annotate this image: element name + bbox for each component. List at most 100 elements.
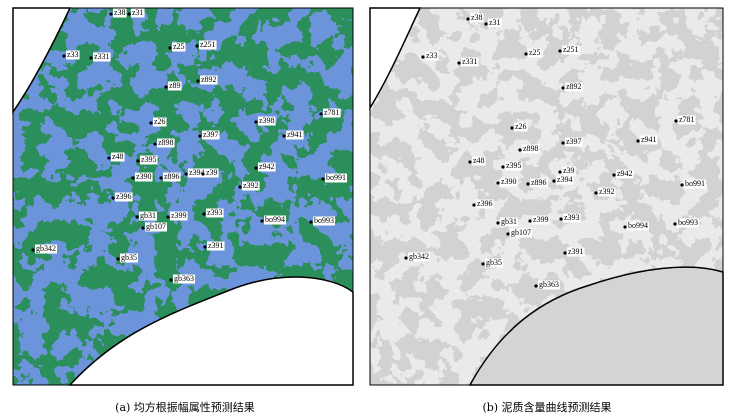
well-label-bg xyxy=(677,218,699,228)
well-label-bg xyxy=(173,274,195,284)
well-label-bg xyxy=(172,42,186,52)
well-label-bg xyxy=(200,75,218,85)
well-label: z896 xyxy=(531,178,547,187)
well: z392 xyxy=(238,181,260,191)
well-label-bg xyxy=(510,228,532,238)
well-dot xyxy=(594,191,598,195)
well-dot xyxy=(496,181,500,185)
well: z31 xyxy=(484,18,502,28)
well-label-bg xyxy=(500,217,518,227)
well-dot xyxy=(131,176,135,180)
well: z392 xyxy=(594,187,616,197)
well-dot xyxy=(674,119,678,123)
well-label: z25 xyxy=(529,48,541,57)
well-dot xyxy=(612,173,616,177)
well-label: z941 xyxy=(641,135,657,144)
well-label: z390 xyxy=(501,177,517,186)
well-dot xyxy=(198,134,202,138)
well-label: z331 xyxy=(94,52,110,61)
well-label-bg xyxy=(205,168,219,178)
well: gb35 xyxy=(481,258,503,268)
well-dot xyxy=(309,220,313,224)
well-label: gb342 xyxy=(409,252,429,261)
well-label-bg xyxy=(157,138,175,148)
well-dot xyxy=(559,217,563,221)
well-label: z395 xyxy=(141,155,157,164)
well-dot xyxy=(254,120,258,124)
well-label: z942 xyxy=(617,169,633,178)
well-label: gb363 xyxy=(539,280,559,289)
well: z397 xyxy=(198,130,220,140)
well-dot xyxy=(472,203,476,207)
well-label: bo994 xyxy=(265,215,285,224)
well-label-bg xyxy=(202,130,220,140)
well-label-bg xyxy=(476,199,494,209)
well-label: z48 xyxy=(112,152,124,161)
well: z942 xyxy=(254,162,276,172)
well-dot xyxy=(141,226,145,230)
panel-b-map xyxy=(369,7,724,386)
well-dot xyxy=(116,257,120,261)
well-label: z33 xyxy=(67,50,79,59)
well: z397 xyxy=(561,137,583,147)
well: z892 xyxy=(561,82,583,92)
well-dot xyxy=(184,172,188,176)
well-label-bg xyxy=(505,161,523,171)
well-label-bg xyxy=(530,178,548,188)
well-label: z393 xyxy=(564,213,580,222)
well-dot xyxy=(107,156,111,160)
well-label-bg xyxy=(120,253,138,263)
well-dot xyxy=(518,148,522,152)
well-label-bg xyxy=(598,187,616,197)
well: gb35 xyxy=(116,253,138,263)
well-dot xyxy=(468,160,472,164)
well-label: gb363 xyxy=(174,274,194,283)
well: z393 xyxy=(202,208,224,218)
well: z39 xyxy=(201,168,219,178)
well-label-bg xyxy=(678,115,696,125)
well-label-bg xyxy=(565,137,583,147)
well-dot xyxy=(552,179,556,183)
well-dot xyxy=(528,219,532,223)
well: z393 xyxy=(559,213,581,223)
well: z896 xyxy=(159,172,181,182)
well: z25 xyxy=(168,42,186,52)
well: gb31 xyxy=(496,217,518,227)
well-label: z26 xyxy=(154,117,166,126)
well-label: z781 xyxy=(679,115,695,124)
well-label-bg xyxy=(168,81,182,91)
well-label: gb31 xyxy=(140,211,156,220)
well-label-bg xyxy=(170,211,188,221)
well-label-bg xyxy=(206,208,224,218)
caption-a: (a) 均方根振幅属性预测结果 xyxy=(115,400,255,414)
well-label-bg xyxy=(538,280,560,290)
well-dot xyxy=(203,245,207,249)
well-dot xyxy=(127,12,131,16)
well: z48 xyxy=(468,156,486,166)
well-label: z393 xyxy=(207,208,223,217)
well: z396 xyxy=(472,199,494,209)
well-label-bg xyxy=(115,192,133,202)
well: bo994 xyxy=(623,221,649,231)
well-dot xyxy=(510,126,514,130)
well-label: z39 xyxy=(206,168,218,177)
well: z399 xyxy=(528,215,550,225)
well: gb31 xyxy=(135,211,157,221)
well: z38 xyxy=(109,8,127,18)
well-dot xyxy=(558,49,562,53)
well-label-bg xyxy=(556,175,574,185)
well-label-bg xyxy=(313,216,335,226)
well-dot xyxy=(506,232,510,236)
well-label-bg xyxy=(528,48,542,58)
well: z33 xyxy=(421,51,439,61)
well-label: z39 xyxy=(563,166,575,175)
well-label: z38 xyxy=(471,13,483,22)
well: gb342 xyxy=(31,244,57,254)
well-label-bg xyxy=(567,247,585,257)
well-label-bg xyxy=(563,213,581,223)
well-dot xyxy=(201,172,205,176)
well: z39 xyxy=(558,166,576,176)
well-label-bg xyxy=(131,8,145,18)
well-dot xyxy=(260,219,264,223)
well-label-bg xyxy=(145,222,167,232)
